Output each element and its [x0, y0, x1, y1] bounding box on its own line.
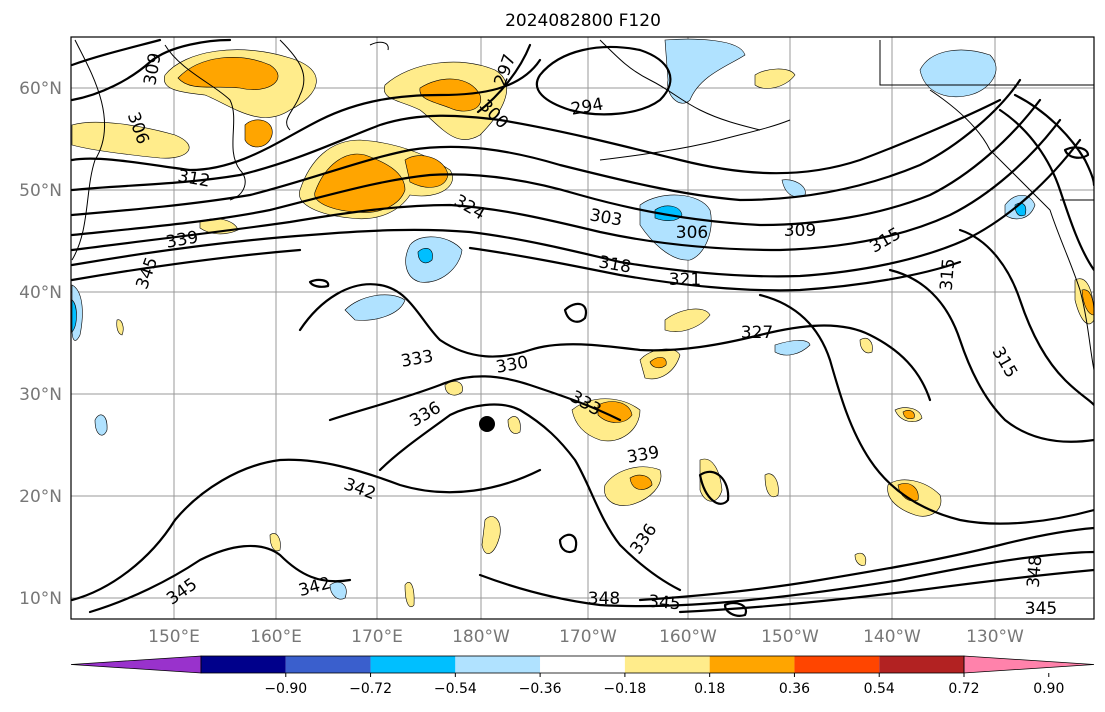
lon-label: 180°W — [452, 627, 510, 647]
colorbar-tick-label: −0.18 — [603, 681, 646, 697]
shade-negative-core — [417, 247, 433, 264]
shade-positive-region — [481, 516, 501, 555]
map-content: 309 306 312 297 300 294 324 303 306 309 … — [71, 37, 1094, 619]
colorbar-tick-label: 0.54 — [864, 681, 895, 697]
lon-label: 150°W — [761, 627, 819, 647]
colorbar-tick-label: −0.54 — [434, 681, 477, 697]
shade-negative-region — [774, 340, 811, 356]
contour-label: 345 — [1025, 599, 1057, 619]
colorbar-segment — [455, 656, 541, 673]
lon-label: 170°W — [559, 627, 617, 647]
colorbar-tick-label: 0.72 — [948, 681, 979, 697]
shade-positive-region — [854, 552, 867, 566]
shade-positive-region — [859, 338, 873, 354]
shade-positive-core — [244, 119, 273, 148]
colorbar: −0.90 −0.72 −0.54 −0.36 −0.18 0.18 0.36 0.54 0.7… — [70, 655, 1095, 697]
latitude-labels: 60°N 50°N 40°N 30°N 20°N 10°N — [19, 79, 62, 609]
shade-negative-region — [344, 294, 406, 321]
contour-label: 309 — [784, 221, 816, 241]
colorbar-segment — [285, 656, 371, 673]
shade-positive-region — [754, 68, 796, 89]
contour-label: 315 — [937, 258, 960, 292]
colorbar-segment — [879, 656, 964, 673]
shade-positive-region — [269, 533, 281, 552]
colorbar-tick-label: 0.36 — [779, 681, 810, 697]
shade-positive-region — [664, 308, 711, 332]
longitude-labels: 150°E 160°E 170°E 180°W 170°W 160°W 150°… — [148, 627, 1024, 647]
shade-positive-region — [507, 416, 521, 434]
shade-positive-region — [71, 121, 190, 159]
shade-positive-region — [764, 473, 779, 498]
shade-negative-region — [664, 38, 746, 104]
lat-label: 60°N — [19, 79, 62, 99]
shade-positive-core — [1081, 289, 1094, 316]
lon-label: 140°W — [863, 627, 921, 647]
contour-label: 321 — [669, 270, 701, 290]
colorbar-segment — [624, 656, 710, 673]
map-area — [71, 37, 1094, 619]
colorbar-segment — [370, 656, 456, 673]
contour-label: 306 — [676, 223, 708, 243]
shaded-fields — [71, 38, 1094, 608]
shade-negative-region — [94, 414, 108, 436]
shade-positive-core — [902, 410, 915, 420]
colorbar-tick-label: −0.90 — [264, 681, 307, 697]
contours — [71, 38, 1094, 617]
colorbar-segment — [540, 656, 625, 673]
shade-negative-region — [405, 236, 463, 283]
colorbar-segment — [201, 656, 286, 673]
colorbar-segment — [709, 656, 795, 673]
lat-label: 10°N — [19, 589, 62, 609]
colorbar-tick-label: 0.90 — [1033, 681, 1064, 697]
shade-positive-core — [649, 357, 667, 369]
colorbar-tick-label: 0.18 — [694, 681, 725, 697]
map-title: 2024082800 F120 — [505, 11, 661, 31]
shade-positive-core — [177, 57, 279, 90]
contour-label: 348 — [588, 589, 620, 609]
contour-label: 345 — [647, 592, 681, 615]
shade-positive-core — [597, 401, 633, 423]
shade-positive-region — [444, 381, 463, 396]
colorbar-segment — [794, 656, 880, 673]
lat-label: 20°N — [19, 487, 62, 507]
coastlines — [71, 39, 1094, 371]
shade-negative-core — [71, 299, 77, 333]
lon-label: 160°W — [659, 627, 717, 647]
contour-label: 327 — [741, 323, 773, 343]
lat-label: 30°N — [19, 385, 62, 405]
map-border — [70, 36, 1095, 620]
lon-label: 150°E — [148, 627, 200, 647]
lon-label: 160°E — [250, 627, 302, 647]
lat-label: 50°N — [19, 181, 62, 201]
colorbar-extend-low — [70, 655, 202, 674]
lon-label: 170°E — [351, 627, 403, 647]
lat-label: 40°N — [19, 283, 62, 303]
lon-label: 130°W — [966, 627, 1024, 647]
station-marker — [479, 416, 495, 432]
contour-label: 348 — [1024, 555, 1047, 589]
shade-positive-region — [116, 319, 124, 336]
colorbar-tick-label: −0.72 — [349, 681, 392, 697]
colorbar-extend-high — [963, 655, 1095, 674]
shade-negative-region — [329, 581, 347, 600]
shade-positive-core — [629, 474, 653, 490]
colorbar-outline — [200, 655, 965, 674]
shade-positive-region — [404, 582, 415, 608]
colorbar-tick-label: −0.36 — [519, 681, 562, 697]
